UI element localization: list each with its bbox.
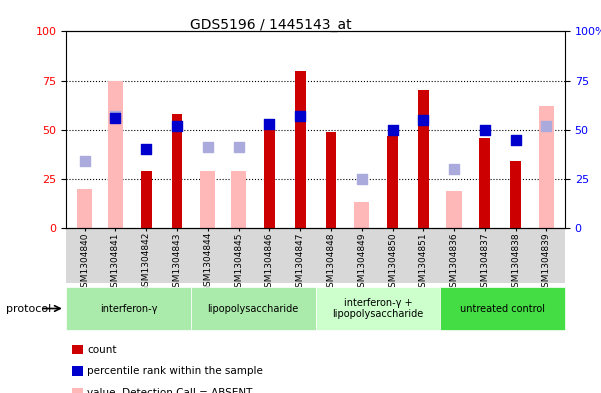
Text: value, Detection Call = ABSENT: value, Detection Call = ABSENT xyxy=(87,388,252,393)
Point xyxy=(264,121,274,127)
Bar xyxy=(538,106,554,228)
Point xyxy=(141,146,151,152)
Bar xyxy=(510,161,521,228)
Bar xyxy=(418,90,429,228)
Bar xyxy=(387,136,398,228)
Text: interferon-γ: interferon-γ xyxy=(100,303,157,314)
Bar xyxy=(264,126,275,228)
Bar xyxy=(326,132,337,228)
Bar xyxy=(447,191,462,228)
Bar xyxy=(200,171,215,228)
Point xyxy=(234,144,243,151)
Point xyxy=(542,123,551,129)
Point xyxy=(80,158,90,164)
Text: protocol: protocol xyxy=(6,303,51,314)
Point xyxy=(450,166,459,172)
Bar xyxy=(141,171,151,228)
Bar xyxy=(480,138,490,228)
Point xyxy=(203,144,213,151)
Text: untreated control: untreated control xyxy=(460,303,545,314)
Bar xyxy=(171,114,182,228)
Text: count: count xyxy=(87,345,117,355)
Point xyxy=(511,136,520,143)
Point xyxy=(111,115,120,121)
Text: GDS5196 / 1445143_at: GDS5196 / 1445143_at xyxy=(190,18,351,32)
Point xyxy=(295,113,305,119)
Bar xyxy=(294,71,305,228)
Point xyxy=(357,176,367,182)
Bar xyxy=(354,202,370,228)
Point xyxy=(388,127,397,133)
Point xyxy=(172,123,182,129)
Text: percentile rank within the sample: percentile rank within the sample xyxy=(87,366,263,376)
Text: lipopolysaccharide: lipopolysaccharide xyxy=(207,303,299,314)
Bar xyxy=(231,171,246,228)
Point xyxy=(480,127,490,133)
Point xyxy=(418,117,428,123)
Point xyxy=(111,113,120,119)
Bar xyxy=(77,189,93,228)
Bar xyxy=(108,81,123,228)
Text: interferon-γ +
lipopolysaccharide: interferon-γ + lipopolysaccharide xyxy=(332,298,424,319)
